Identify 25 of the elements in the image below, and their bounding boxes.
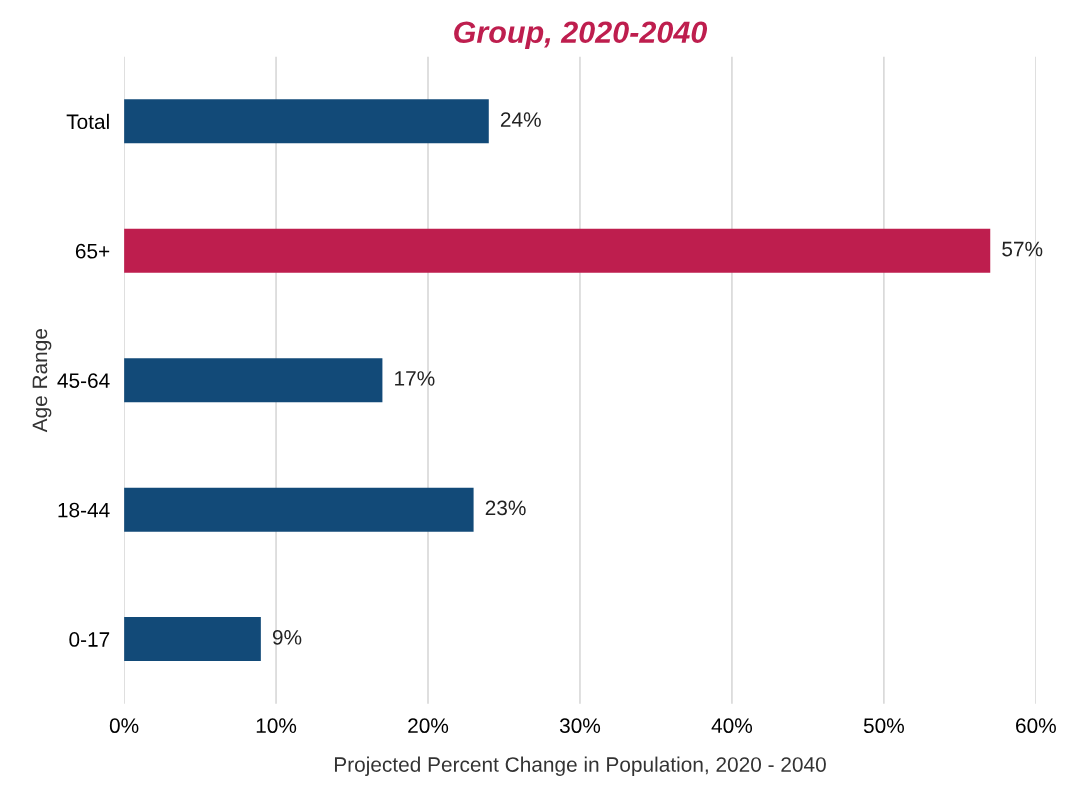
x-axis-title: Projected Percent Change in Population, 2020 - 2040	[334, 756, 826, 776]
bar	[124, 617, 261, 662]
x-tick-label: 0%	[109, 718, 139, 734]
y-axis-title: Age Range	[32, 329, 52, 433]
x-tick-label: 40%	[711, 718, 753, 734]
bar	[124, 487, 474, 532]
y-tick-label: 0-17	[69, 632, 110, 647]
x-tick-label: 50%	[863, 718, 904, 734]
y-tick-label: 18-44	[58, 502, 110, 518]
y-tick-label: 65+	[75, 243, 110, 259]
bar	[124, 99, 489, 144]
y-tick-label: Total	[66, 113, 109, 130]
chart-title: Group, 2020-2040	[454, 21, 708, 50]
data-label: 9%	[272, 629, 302, 645]
bar	[124, 358, 383, 403]
bar	[124, 228, 991, 273]
data-label: 23%	[485, 500, 526, 516]
data-label: 57%	[1002, 241, 1043, 257]
data-label: 24%	[500, 112, 541, 127]
x-tick-label: 10%	[256, 718, 297, 734]
x-tick-label: 60%	[1016, 718, 1056, 734]
data-label: 17%	[395, 371, 435, 386]
x-tick-label: 30%	[559, 718, 601, 734]
y-tick-label: 45-64	[57, 373, 110, 388]
x-tick-label: 20%	[408, 718, 449, 734]
